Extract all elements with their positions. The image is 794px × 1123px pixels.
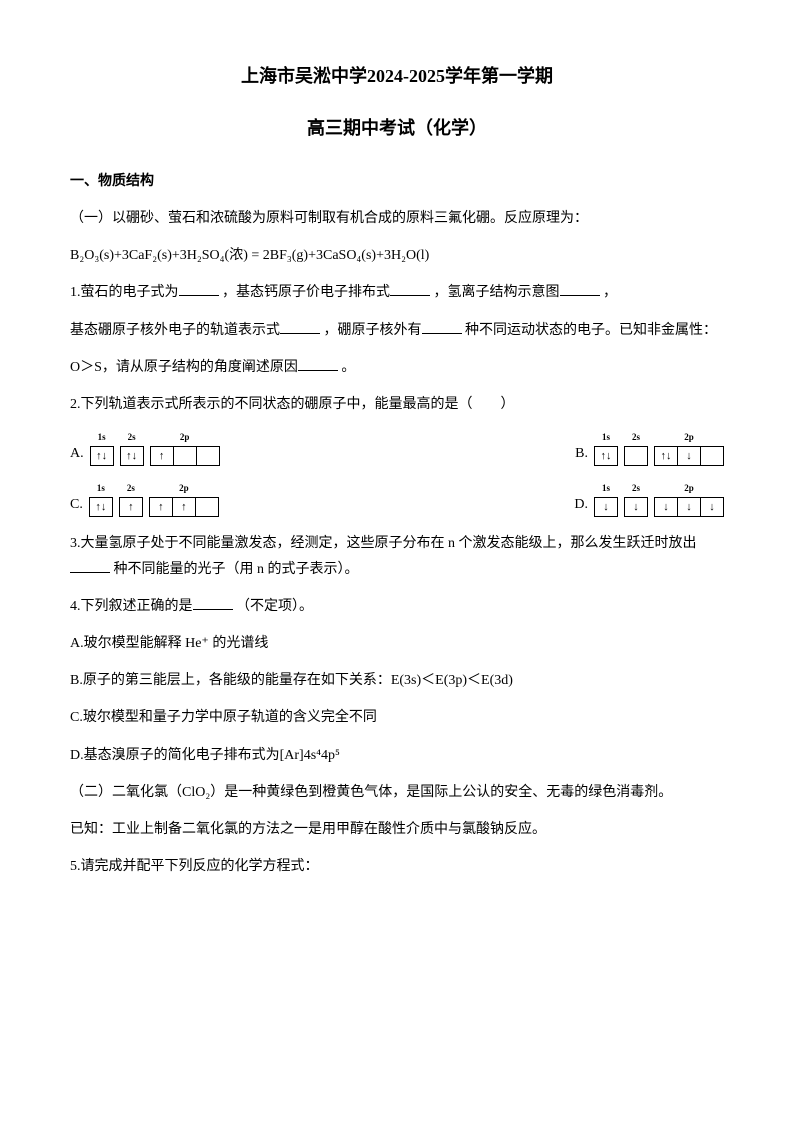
- orbital-a: 1s↑↓ 2s↑↓ 2p↑: [90, 429, 220, 466]
- q4-option-c: C.玻尔模型和量子力学中原子轨道的含义完全不同: [70, 705, 724, 730]
- option-c-label: C.: [70, 492, 83, 517]
- orb-box: ↑: [173, 497, 196, 517]
- section-1-head: 一、物质结构: [70, 169, 724, 194]
- blank: [70, 558, 110, 573]
- q4-stem: 4.下列叙述正确的是: [70, 599, 193, 614]
- orb-box: [701, 446, 724, 466]
- orb-label: 1s: [98, 429, 106, 445]
- blank: [298, 356, 338, 371]
- q1-d: ，: [603, 285, 617, 300]
- q4-option-b: B.原子的第三能层上，各能级的能量存在如下关系：E(3s)＜E(3p)＜E(3d…: [70, 668, 724, 693]
- blank: [390, 281, 430, 296]
- q3-a: 3.大量氢原子处于不同能量激发态，经测定，这些原子分布在 n 个激发态能级上，那…: [70, 536, 697, 551]
- question-1-line2: 基态硼原子核外电子的轨道表示式 ，硼原子核外有 种不同运动状态的电子。已知非金属…: [70, 318, 724, 343]
- orb-label: 1s: [602, 480, 610, 496]
- orb-box: [624, 446, 648, 466]
- orb-label: 1s: [97, 480, 105, 496]
- orb-box: ↑: [119, 497, 143, 517]
- option-a: A. 1s↑↓ 2s↑↓ 2p↑: [70, 429, 220, 466]
- orb-box: ↑↓: [89, 497, 113, 517]
- orb-label: 2s: [127, 480, 135, 496]
- orb-box: ↑↓: [594, 446, 618, 466]
- question-1-line1: 1.萤石的电子式为 ，基态钙原子价电子排布式 ，氢离子结构示意图 ，: [70, 280, 724, 305]
- q1-e: 基态硼原子核外电子的轨道表示式: [70, 323, 280, 338]
- q1-f: ，硼原子核外有: [324, 323, 422, 338]
- option-a-label: A.: [70, 441, 84, 466]
- page-title-1: 上海市吴淞中学2024-2025学年第一学期: [70, 60, 724, 92]
- q4-tail: （不定项）。: [236, 599, 313, 614]
- orb-label: 2s: [632, 429, 640, 445]
- orb-box: [197, 446, 220, 466]
- orb-box: ↑↓: [120, 446, 144, 466]
- intro-p3: 已知：工业上制备二氧化氯的方法之一是用甲醇在酸性介质中与氯酸钠反应。: [70, 817, 724, 842]
- orb-box: ↑: [150, 446, 174, 466]
- q1-g: 种不同运动状态的电子。已知非金属性：: [465, 323, 717, 338]
- blank: [280, 319, 320, 334]
- q1-a: 1.萤石的电子式为: [70, 285, 179, 300]
- orb-box: [174, 446, 197, 466]
- blank: [179, 281, 219, 296]
- q3-b: 种不同能量的光子（用 n 的式子表示）。: [114, 562, 359, 577]
- blank: [422, 319, 462, 334]
- orbital-c: 1s↑↓ 2s↑ 2p↑↑: [89, 480, 219, 517]
- intro-p1: （一）以硼砂、萤石和浓硫酸为原料可制取有机合成的原料三氟化硼。反应原理为：: [70, 206, 724, 231]
- orb-box: ↓: [701, 497, 724, 517]
- orb-label: 2s: [128, 429, 136, 445]
- orbital-b: 1s↑↓ 2s 2p↑↓↓: [594, 429, 724, 466]
- orb-box: [196, 497, 219, 517]
- question-2: 2.下列轨道表示式所表示的不同状态的硼原子中，能量最高的是（ ）: [70, 392, 724, 417]
- question-3: 3.大量氢原子处于不同能量激发态，经测定，这些原子分布在 n 个激发态能级上，那…: [70, 531, 724, 581]
- question-4: 4.下列叙述正确的是 （不定项）。: [70, 594, 724, 619]
- q1-b: ，基态钙原子价电子排布式: [222, 285, 390, 300]
- blank: [560, 281, 600, 296]
- orb-box: ↓: [654, 497, 678, 517]
- options-row-1: A. 1s↑↓ 2s↑↓ 2p↑ B. 1s↑↓ 2s 2p↑↓↓: [70, 429, 724, 466]
- blank: [193, 595, 233, 610]
- intro-p2: （二）二氧化氯（ClO₂）是一种黄绿色到橙黄色气体，是国际上公认的安全、无毒的绿…: [70, 780, 724, 805]
- orb-box: ↓: [624, 497, 648, 517]
- orb-box: ↑↓: [654, 446, 678, 466]
- orb-box: ↓: [678, 446, 701, 466]
- q1-c: ，氢离子结构示意图: [434, 285, 560, 300]
- orbital-d: 1s↓ 2s↓ 2p↓↓↓: [594, 480, 724, 517]
- option-c: C. 1s↑↓ 2s↑ 2p↑↑: [70, 480, 219, 517]
- q4-option-a: A.玻尔模型能解释 He⁺ 的光谱线: [70, 631, 724, 656]
- equation: B₂O₃(s)+3CaF₂(s)+3H₂SO₄(浓) = 2BF₃(g)+3Ca…: [70, 243, 724, 268]
- orb-label: 2p: [684, 429, 694, 445]
- question-1-line3: O＞S，请从原子结构的角度阐述原因 。: [70, 355, 724, 380]
- orb-label: 2s: [632, 480, 640, 496]
- q4-option-d: D.基态溴原子的简化电子排布式为[Ar]4s⁴4p⁵: [70, 743, 724, 768]
- option-d: D. 1s↓ 2s↓ 2p↓↓↓: [574, 480, 724, 517]
- q1-i: 。: [341, 360, 355, 375]
- orb-label: 2p: [180, 429, 190, 445]
- option-d-label: D.: [574, 492, 588, 517]
- option-b: B. 1s↑↓ 2s 2p↑↓↓: [575, 429, 724, 466]
- page-title-2: 高三期中考试（化学）: [70, 112, 724, 144]
- question-5: 5.请完成并配平下列反应的化学方程式：: [70, 854, 724, 879]
- orb-box: ↑: [149, 497, 173, 517]
- orb-label: 2p: [179, 480, 189, 496]
- option-b-label: B.: [575, 441, 588, 466]
- options-row-2: C. 1s↑↓ 2s↑ 2p↑↑ D. 1s↓ 2s↓ 2p↓↓↓: [70, 480, 724, 517]
- orb-label: 2p: [684, 480, 694, 496]
- orb-label: 1s: [602, 429, 610, 445]
- orb-box: ↓: [594, 497, 618, 517]
- q1-h: O＞S，请从原子结构的角度阐述原因: [70, 360, 298, 375]
- orb-box: ↑↓: [90, 446, 114, 466]
- orb-box: ↓: [678, 497, 701, 517]
